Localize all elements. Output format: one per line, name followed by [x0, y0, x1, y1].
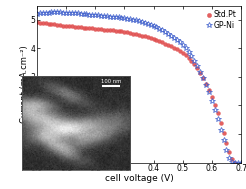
GP-Ni — [41, 12, 44, 14]
Legend: Std.Pt, GP-Ni: Std.Pt, GP-Ni — [206, 9, 237, 31]
X-axis label: cell voltage (V): cell voltage (V) — [105, 174, 173, 183]
Std.Pt — [149, 37, 152, 39]
Line: GP-Ni: GP-Ni — [34, 9, 244, 165]
GP-Ni — [222, 139, 225, 141]
Std.Pt — [103, 29, 106, 31]
Std.Pt — [234, 161, 237, 164]
Text: 100 nm: 100 nm — [101, 79, 121, 84]
GP-Ni — [231, 161, 234, 163]
GP-Ni — [67, 12, 70, 14]
Std.Pt — [35, 21, 38, 23]
Std.Pt — [50, 23, 53, 25]
GP-Ni — [234, 161, 237, 164]
GP-Ni — [240, 161, 243, 164]
GP-Ni — [50, 11, 53, 13]
Std.Pt — [73, 26, 76, 28]
Std.Pt — [100, 28, 103, 30]
Y-axis label: Current (mA.cm⁻²): Current (mA.cm⁻²) — [20, 45, 29, 123]
Std.Pt — [62, 25, 65, 27]
GP-Ni — [35, 12, 38, 15]
GP-Ni — [138, 20, 140, 22]
GP-Ni — [161, 29, 164, 31]
Line: Std.Pt: Std.Pt — [35, 20, 237, 164]
